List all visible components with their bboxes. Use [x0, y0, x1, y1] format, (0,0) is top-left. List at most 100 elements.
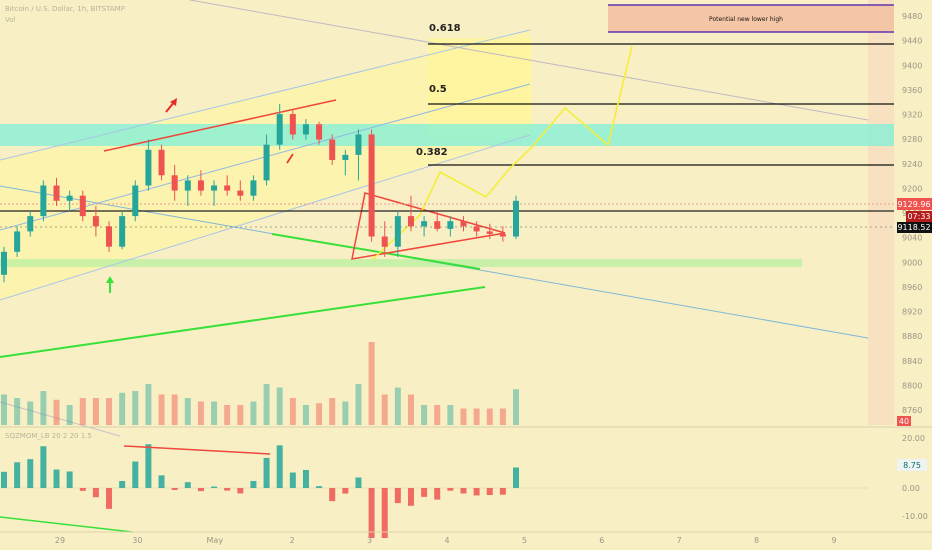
oscillator-axis[interactable]: 20.00 0.00 -10.00: [902, 434, 928, 521]
candle-body: [342, 154, 349, 160]
time-tick-label: 5: [522, 536, 527, 545]
histogram-bar: [289, 472, 296, 488]
volume-bar: [381, 394, 388, 425]
histogram-bar: [499, 488, 506, 495]
histogram-bar: [92, 488, 99, 498]
histogram-bar: [79, 488, 86, 491]
volume-bar: [171, 394, 178, 425]
volume-bar: [302, 405, 309, 425]
volume-bar: [473, 408, 480, 425]
time-axis: 29 30 May 2 3 4 5 6 7 8 9: [55, 536, 837, 545]
volume-bar: [250, 401, 257, 425]
histogram-bar: [460, 488, 467, 494]
red-upper-trendline: [103, 99, 337, 152]
price-tick-label: 9000: [902, 258, 922, 267]
candle-body: [394, 216, 401, 247]
volume-bar: [53, 399, 60, 425]
price-projection-path: [371, 45, 633, 261]
fib-label-0382: 0.382: [416, 147, 448, 158]
volume-bar: [513, 389, 519, 425]
annotation-box[interactable]: [608, 5, 894, 32]
volume-bar: [434, 405, 441, 425]
histogram-bar: [132, 461, 139, 488]
volume-bar: [106, 398, 113, 425]
volume-bar: [14, 398, 21, 425]
volume-bar: [407, 394, 414, 425]
indicator-label: SQZMOM_LB 20 2 20 1.5: [5, 432, 92, 440]
symbol-title: Bitcoin / U.S. Dollar, 1h, BITSTAMP: [5, 5, 125, 13]
candle-body: [27, 216, 34, 232]
volume-bar: [486, 408, 493, 425]
candle-body: [250, 180, 257, 196]
histogram-bar: [224, 488, 231, 491]
countdown-tag: [906, 211, 932, 222]
candle-body: [145, 149, 152, 186]
volume-bars: [1, 342, 519, 425]
volume-bar: [119, 392, 126, 425]
volume-bar: [460, 408, 467, 425]
oscillator-tick-label: 0.00: [902, 484, 920, 493]
histogram-bar: [447, 488, 454, 491]
histogram-bar: [66, 471, 73, 488]
volume-bar: [342, 401, 349, 425]
candle-body: [289, 114, 296, 135]
volume-bar: [499, 408, 506, 425]
candle-body: [79, 195, 86, 217]
histogram-bar: [342, 488, 349, 494]
price-tick-label: 9040: [902, 234, 922, 243]
time-tick-label: 8: [754, 536, 759, 545]
channel-upper-line: [0, 29, 531, 161]
candle-body: [434, 221, 441, 229]
histogram-bar: [145, 444, 152, 488]
candle-body: [368, 134, 375, 237]
candle-body: [1, 251, 7, 275]
candle-body: [66, 195, 73, 201]
histogram-bar: [27, 459, 34, 488]
candle-body: [171, 175, 178, 191]
volume-bar: [92, 398, 99, 425]
histogram-bar: [486, 488, 493, 496]
candle-body: [106, 226, 113, 247]
green-up-arrow: [106, 276, 114, 293]
volume-bar: [276, 387, 283, 425]
price-tick-label: 9280: [902, 135, 922, 144]
histogram-bar: [368, 488, 375, 538]
histogram-bar: [53, 469, 60, 488]
histogram-bar: [473, 488, 480, 496]
volume-bar: [1, 394, 7, 425]
candle-body: [486, 231, 493, 234]
candle-body: [158, 149, 165, 176]
candle-body: [197, 180, 204, 191]
price-tick-label: 8760: [902, 406, 922, 415]
price-tick-label: 8880: [902, 332, 922, 341]
oscillator-green-line: [0, 516, 133, 533]
fib-label-0618: 0.618: [429, 23, 461, 34]
oscillator-tick-label: 20.00: [902, 434, 925, 443]
candle-body: [224, 185, 231, 191]
histogram-bar: [381, 488, 388, 538]
candle-body: [211, 185, 218, 191]
volume-bar: [394, 387, 401, 425]
candles: [1, 103, 519, 283]
histogram-bar: [1, 471, 7, 488]
histogram-bar: [119, 480, 126, 488]
oscillator-tick-label: -10.00: [902, 512, 928, 521]
time-tick-label: May: [207, 536, 224, 545]
histogram-bar: [250, 480, 257, 488]
histogram-bar: [14, 462, 21, 488]
divergence-line-red: [123, 445, 271, 455]
fib-label-05: 0.5: [429, 84, 447, 95]
crosshair-price-tag: [897, 222, 932, 233]
last-price-value: 9129.96: [897, 200, 930, 209]
descending-trendline-upper: [189, 0, 869, 121]
oscillator-value: 8.75: [903, 461, 921, 470]
price-tick-label: 8920: [902, 308, 922, 317]
histogram-bar: [407, 488, 414, 506]
volume-bar: [158, 394, 165, 425]
volume-bar: [237, 405, 244, 425]
volume-bar: [79, 398, 86, 425]
volume-bar: [40, 391, 47, 425]
annotation-text: Potential new lower high: [709, 16, 783, 23]
